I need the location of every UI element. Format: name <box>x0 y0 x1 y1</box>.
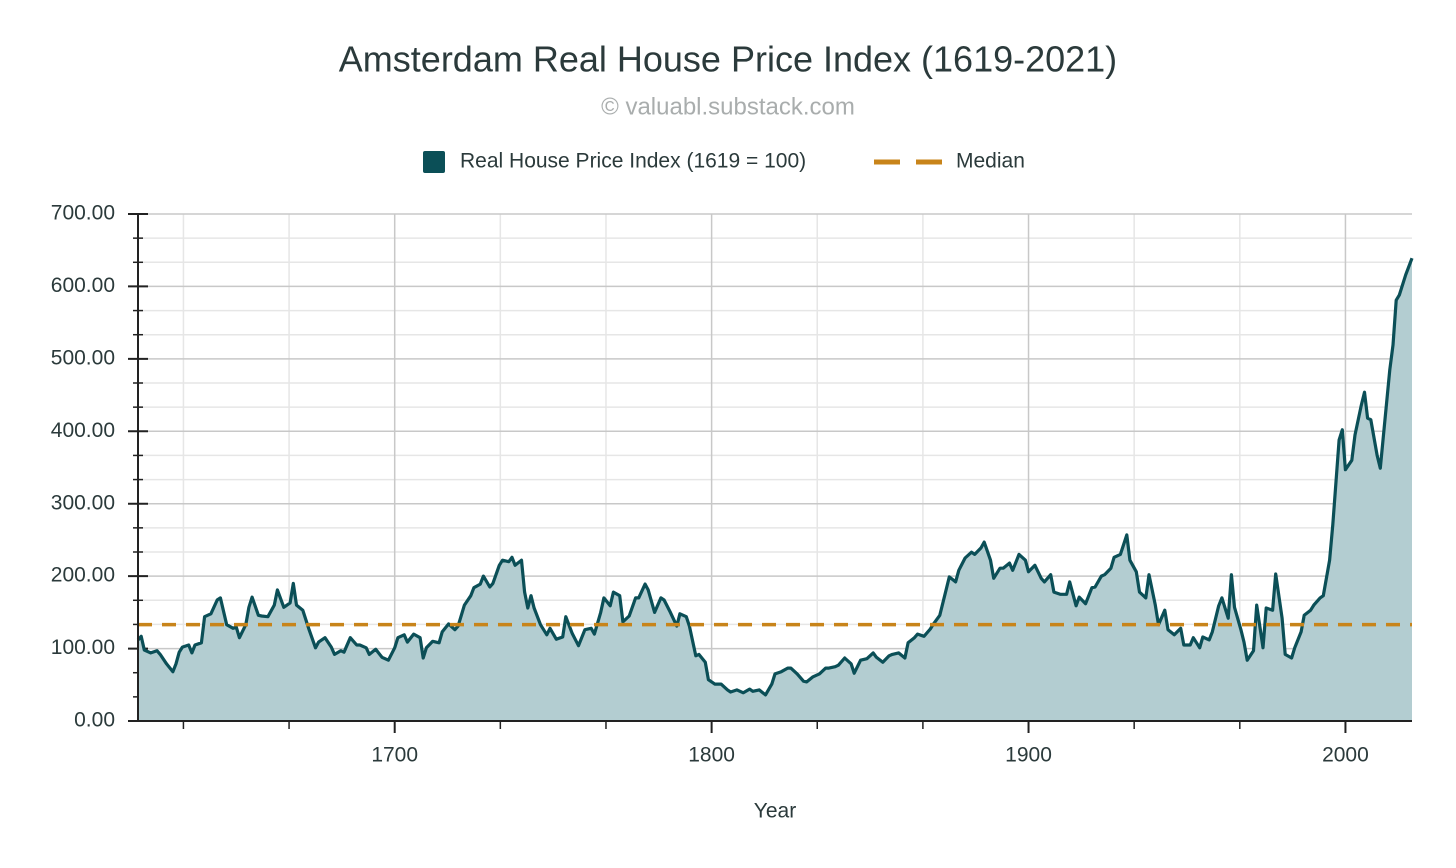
y-tick-label: 400.00 <box>51 419 115 442</box>
x-tick-label: 1900 <box>1005 744 1052 767</box>
x-tick-label: 2000 <box>1322 744 1369 767</box>
y-tick-label: 200.00 <box>51 564 115 587</box>
x-tick-label: 1700 <box>371 744 418 767</box>
y-tick-label: 300.00 <box>51 491 115 514</box>
legend-swatch <box>423 151 445 173</box>
chart-title: Amsterdam Real House Price Index (1619-2… <box>339 39 1117 80</box>
y-tick-label: 600.00 <box>51 274 115 297</box>
y-tick-label: 700.00 <box>51 202 115 225</box>
x-axis-label: Year <box>754 800 796 823</box>
y-tick-label: 100.00 <box>51 636 115 659</box>
legend-label: Median <box>956 150 1025 173</box>
y-tick-label: 0.00 <box>74 709 115 732</box>
line <box>136 257 1414 697</box>
x-tick-label: 1800 <box>688 744 735 767</box>
chart-subtitle: © valuabl.substack.com <box>601 93 855 120</box>
area <box>138 258 1412 721</box>
y-tick-label: 500.00 <box>51 346 115 369</box>
legend-label: Real House Price Index (1619 = 100) <box>460 150 806 173</box>
